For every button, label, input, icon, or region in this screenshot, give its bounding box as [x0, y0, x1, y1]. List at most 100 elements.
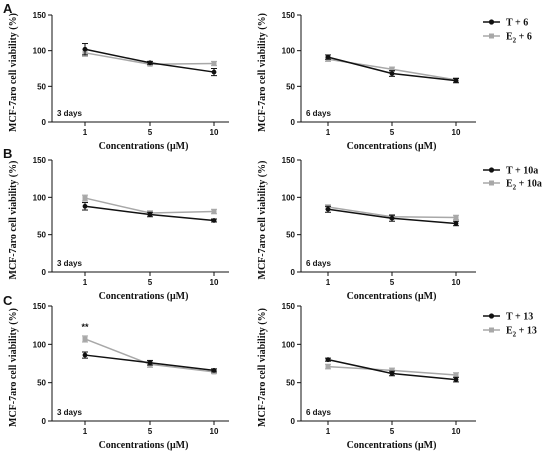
chart-5-data-point-t: [147, 360, 153, 366]
chart-2-x-tick-label: 1: [326, 128, 331, 137]
chart-5-y-tick-label: 100: [33, 340, 47, 349]
chart-1-data-point-t: [211, 69, 217, 75]
chart-6-data-point-t: [325, 357, 331, 363]
chart-5-x-axis-label: Concentrations (μM): [99, 440, 189, 451]
chart-3-data-point-t: [147, 212, 153, 217]
legend-label-t: T + 10a: [506, 166, 538, 177]
legend-marker-e2: [489, 33, 494, 39]
legend-label-t: T + 13: [506, 312, 533, 323]
chart-3-data-point-t: [82, 203, 88, 209]
legend-label-e2: E2 + 10a: [506, 179, 542, 192]
chart-3-x-tick-label: 5: [148, 278, 153, 287]
chart-6-x-tick-label: 10: [452, 427, 461, 436]
chart-4-annotation: 6 days: [306, 259, 331, 268]
panel-label-b: B: [3, 146, 12, 161]
chart-6-annotation: 6 days: [306, 408, 331, 417]
chart-1-data-point-e2: [211, 61, 217, 67]
chart-4-data-point-t: [389, 215, 395, 221]
chart-1-x-tick-label: 5: [148, 128, 153, 137]
chart-6-x-tick-label: 1: [326, 427, 331, 436]
chart-3-annotation: 3 days: [57, 259, 82, 268]
chart-1-x-tick-label: 1: [83, 128, 88, 137]
chart-1-y-tick-label: 0: [42, 118, 47, 127]
chart-6-x-tick-label: 5: [390, 427, 395, 436]
chart-1-y-tick-label: 100: [33, 47, 47, 56]
chart-3-y-tick-label: 100: [33, 193, 47, 202]
chart-5-data-point-t: [82, 352, 88, 358]
panel-label-c: C: [3, 293, 13, 308]
legend-marker-e2: [489, 180, 494, 186]
chart-1-x-tick-label: 10: [210, 128, 219, 137]
chart-6-y-axis-label: MCF-7aro cell viability (%): [257, 308, 268, 427]
chart-3-data-point-e2: [211, 209, 217, 215]
chart-3-y-tick-label: 50: [37, 231, 46, 240]
chart-5-data-point-t: [211, 368, 217, 373]
chart-4-x-tick-label: 10: [452, 278, 461, 287]
chart-2-x-axis-label: Concentrations (μM): [347, 141, 437, 152]
chart-4-data-point-t: [453, 221, 459, 226]
chart-2-y-tick-label: 150: [282, 11, 296, 20]
chart-6-data-point-e2: [389, 367, 395, 373]
chart-4-y-tick-label: 150: [282, 156, 296, 165]
chart-2-data-point-t: [389, 71, 395, 76]
chart-3-data-point-t: [211, 218, 217, 223]
chart-2-x-tick-label: 10: [452, 128, 461, 137]
chart-3-y-axis-label: MCF-7aro cell viability (%): [8, 161, 19, 280]
chart-3-data-point-e2: [82, 195, 88, 201]
panel-label-a: A: [3, 1, 13, 16]
chart-2-x-tick-label: 5: [390, 128, 395, 137]
chart-2-y-tick-label: 50: [286, 82, 295, 91]
chart-2-y-tick-label: 0: [291, 118, 296, 127]
chart-6-x-axis-label: Concentrations (μM): [347, 440, 437, 451]
chart-4-x-tick-label: 1: [326, 278, 331, 287]
chart-4-y-axis-label: MCF-7aro cell viability (%): [257, 161, 268, 280]
chart-2-y-axis-label: MCF-7aro cell viability (%): [257, 13, 268, 132]
chart-4-x-axis-label: Concentrations (μM): [347, 291, 437, 302]
chart-6-data-point-e2: [325, 364, 331, 370]
chart-1-y-tick-label: 150: [33, 11, 47, 20]
chart-5-annotation: 3 days: [57, 408, 82, 417]
chart-5-y-tick-label: 150: [33, 302, 47, 311]
legend-marker-t: [488, 19, 495, 25]
chart-2-data-point-t: [453, 78, 459, 84]
chart-4-data-point-e2: [453, 214, 459, 220]
legend-label-e2: E2 + 13: [506, 326, 537, 339]
chart-6-y-tick-label: 100: [282, 340, 296, 349]
chart-3-x-tick-label: 10: [210, 278, 219, 287]
chart-5-y-tick-label: 0: [42, 417, 47, 426]
chart-5-x-tick-label: 1: [83, 427, 88, 436]
chart-2-data-point-e2: [389, 66, 395, 72]
chart-1-x-axis-label: Concentrations (μM): [99, 141, 189, 152]
chart-1-annotation: 3 days: [57, 109, 82, 118]
chart-1-y-axis-label: MCF-7aro cell viability (%): [8, 13, 19, 132]
legend-marker-t: [488, 313, 495, 319]
chart-5-y-axis-label: MCF-7aro cell viability (%): [8, 308, 19, 427]
chart-6-y-tick-label: 150: [282, 302, 296, 311]
chart-3-x-axis-label: Concentrations (μM): [99, 291, 189, 302]
chart-5-y-tick-label: 50: [37, 379, 46, 388]
chart-2-data-point-t: [325, 54, 331, 60]
legend-label-t: T + 6: [506, 18, 528, 29]
chart-4-x-tick-label: 5: [390, 278, 395, 287]
chart-5-data-point-e2: [82, 336, 88, 342]
chart-6-y-tick-label: 0: [291, 417, 296, 426]
legend-marker-e2: [489, 327, 494, 333]
chart-1-data-point-t: [82, 46, 88, 52]
chart-2-annotation: 6 days: [306, 109, 331, 118]
chart-3-y-tick-label: 0: [42, 268, 47, 277]
chart-4-y-tick-label: 0: [291, 268, 296, 277]
chart-2-y-tick-label: 100: [282, 47, 296, 56]
legend-marker-t: [488, 167, 495, 173]
chart-3-x-tick-label: 1: [83, 278, 88, 287]
chart-4-y-tick-label: 100: [282, 193, 296, 202]
chart-6-data-point-e2: [453, 372, 459, 378]
chart-6-data-point-t: [389, 371, 395, 376]
chart-5-significance-marker: **: [81, 322, 89, 332]
chart-1-y-tick-label: 50: [37, 82, 46, 91]
chart-5-x-tick-label: 10: [210, 427, 219, 436]
chart-5-x-tick-label: 5: [148, 427, 153, 436]
chart-3-y-tick-label: 150: [33, 156, 47, 165]
chart-4-y-tick-label: 50: [286, 231, 295, 240]
chart-4-data-point-t: [325, 206, 331, 212]
